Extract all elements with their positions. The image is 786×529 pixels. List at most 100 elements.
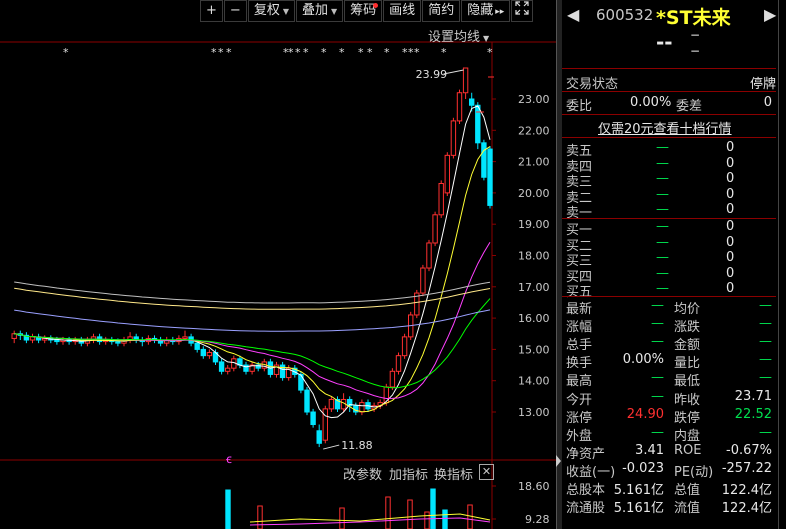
event-marker-icon[interactable]: * — [283, 46, 289, 59]
candle-body — [462, 67, 469, 94]
event-marker-icon[interactable]: * — [408, 46, 414, 59]
trade-status-label: 交易状态 — [566, 77, 619, 92]
asks-level-price: — — [656, 202, 669, 217]
event-marker-icon[interactable]: * — [63, 46, 69, 59]
prev-stock-button[interactable]: ◀ — [567, 5, 580, 24]
asks-level-row: 卖一 — 0 — [566, 202, 776, 221]
price-tick-label: 23.00 — [518, 93, 550, 106]
price-tick-label: 15.00 — [518, 343, 550, 356]
stat-label: 昨收 — [674, 392, 701, 408]
stat-label: 金额 — [674, 338, 701, 354]
stat-label: 最低 — [674, 374, 701, 390]
add-indicator-button[interactable]: 加指标 — [389, 468, 429, 483]
bids-level-label: 买四 — [566, 269, 593, 285]
chip-label: 筹码 — [350, 3, 377, 18]
stat-value: — — [759, 298, 772, 313]
candle-body — [487, 148, 493, 206]
simple-mode-button[interactable]: 简约 — [422, 0, 461, 22]
candle-body — [328, 398, 335, 410]
volume-bar — [225, 489, 231, 529]
event-marker-icon[interactable]: * — [211, 46, 217, 59]
stat-value: -0.023 — [622, 460, 664, 476]
chevron-down-icon: ▼ — [483, 34, 490, 43]
close-indicator-button[interactable]: ✕ — [479, 464, 494, 480]
divider — [562, 114, 776, 115]
asks-level-volume: 0 — [726, 171, 735, 186]
event-marker-icon[interactable]: * — [414, 46, 420, 59]
stat-value: 24.90 — [626, 406, 664, 422]
fullscreen-button[interactable] — [511, 0, 534, 22]
candle-body — [401, 336, 408, 357]
candle-body — [218, 361, 225, 372]
change-params-button[interactable]: 改参数 — [343, 468, 383, 483]
candle-body — [54, 339, 60, 343]
event-marker-icon[interactable]: * — [441, 46, 447, 59]
offscreen-column — [778, 0, 786, 529]
event-marker-icon[interactable]: * — [487, 46, 493, 59]
bids-level-label: 买一 — [566, 223, 593, 238]
hide-button[interactable]: 隐藏 ▸▸ — [461, 0, 511, 22]
candle-body — [286, 367, 292, 379]
bids-level-price: — — [656, 281, 669, 296]
asks-level-volume: 0 — [726, 186, 735, 202]
stat-label: 外盘 — [566, 428, 593, 444]
promo-link[interactable]: 仅需20元查看十档行情 — [598, 122, 732, 137]
candle-body — [426, 242, 432, 269]
bids-level-volume: 0 — [726, 234, 735, 250]
zoom-out-button[interactable]: − — [223, 0, 247, 22]
event-marker-icon[interactable]: * — [358, 46, 364, 59]
stats-row: 涨幅 — 涨跌 — — [566, 316, 776, 335]
asks-level-price: — — [656, 186, 669, 202]
overlay-dropdown[interactable]: 叠加 ▼ — [295, 0, 344, 22]
event-marker-icon[interactable]: * — [303, 46, 309, 59]
event-c-marker[interactable]: ꞓ — [226, 452, 232, 466]
candle-body — [414, 292, 420, 316]
price-tick-label: 14.00 — [518, 375, 550, 388]
candle-body — [11, 333, 17, 339]
stats-row: 流通股 5.161亿 流值 122.4亿 — [566, 497, 776, 516]
kline-chart[interactable]: 23.00 22.00 21.00 20.00 19.00 18.00 17.00 16.00… — [0, 22, 556, 529]
asks-level-row: 卖五 — 0 — [566, 140, 776, 159]
event-marker-icon[interactable]: * — [295, 46, 301, 59]
event-marker-icon[interactable]: * — [226, 46, 232, 59]
event-marker-icon[interactable]: * — [367, 46, 373, 59]
event-marker-icon[interactable]: * — [288, 46, 294, 59]
volume-bar — [257, 505, 263, 529]
event-marker-icon[interactable]: * — [321, 46, 327, 59]
asks-level-price: — — [656, 155, 669, 171]
fuquan-label: 复权 — [253, 3, 280, 18]
swap-indicator-button[interactable]: 换指标 — [434, 468, 474, 483]
event-marker-icon[interactable]: * — [384, 46, 390, 59]
ma30-line — [14, 298, 491, 389]
ma250-line — [14, 281, 491, 304]
price-tick-label: 17.00 — [518, 281, 550, 294]
notification-dot-icon — [373, 3, 379, 8]
candle-body — [444, 154, 451, 194]
trade-status-value: 停牌 — [749, 77, 776, 92]
stat-value: — — [759, 316, 772, 332]
fuquan-dropdown[interactable]: 复权 ▼ — [247, 0, 295, 22]
set-ma-button[interactable]: 设置均线 ▼ — [428, 26, 489, 45]
kline-svg[interactable]: 23.00 22.00 21.00 20.00 19.00 18.00 17.00 16.00… — [0, 22, 556, 529]
event-marker-icon[interactable]: * — [339, 46, 345, 59]
ma120-line — [14, 287, 491, 310]
stats-row: 总股本 5.161亿 总值 122.4亿 — [566, 479, 776, 498]
bids-level-label: 买三 — [566, 254, 593, 269]
stats-row: 净资产 3.41 ROE -0.67% — [566, 442, 776, 462]
candle-body — [475, 104, 481, 144]
bids-level-label: 买二 — [566, 238, 593, 254]
event-marker-icon[interactable]: * — [218, 46, 224, 59]
zoom-in-button[interactable]: + — [200, 0, 223, 22]
stat-label: 涨停 — [566, 410, 593, 426]
event-marker-icon[interactable]: * — [402, 46, 408, 59]
volume-bar — [339, 507, 345, 529]
draw-line-button[interactable]: 画线 — [383, 0, 422, 22]
stat-value: -0.67% — [726, 442, 772, 458]
price-tick-label: 13.00 — [518, 406, 550, 419]
next-stock-button[interactable]: ▶ — [764, 5, 777, 24]
chart-toolbar: + − 复权 ▼ 叠加 ▼ 筹码 画线 简约 隐藏 ▸▸ — [200, 0, 556, 22]
volume-bar — [442, 509, 448, 529]
asks-level-price: — — [656, 140, 669, 155]
stats-row: 外盘 — 内盘 — — [566, 425, 776, 444]
chip-distribution-button[interactable]: 筹码 — [344, 0, 383, 22]
